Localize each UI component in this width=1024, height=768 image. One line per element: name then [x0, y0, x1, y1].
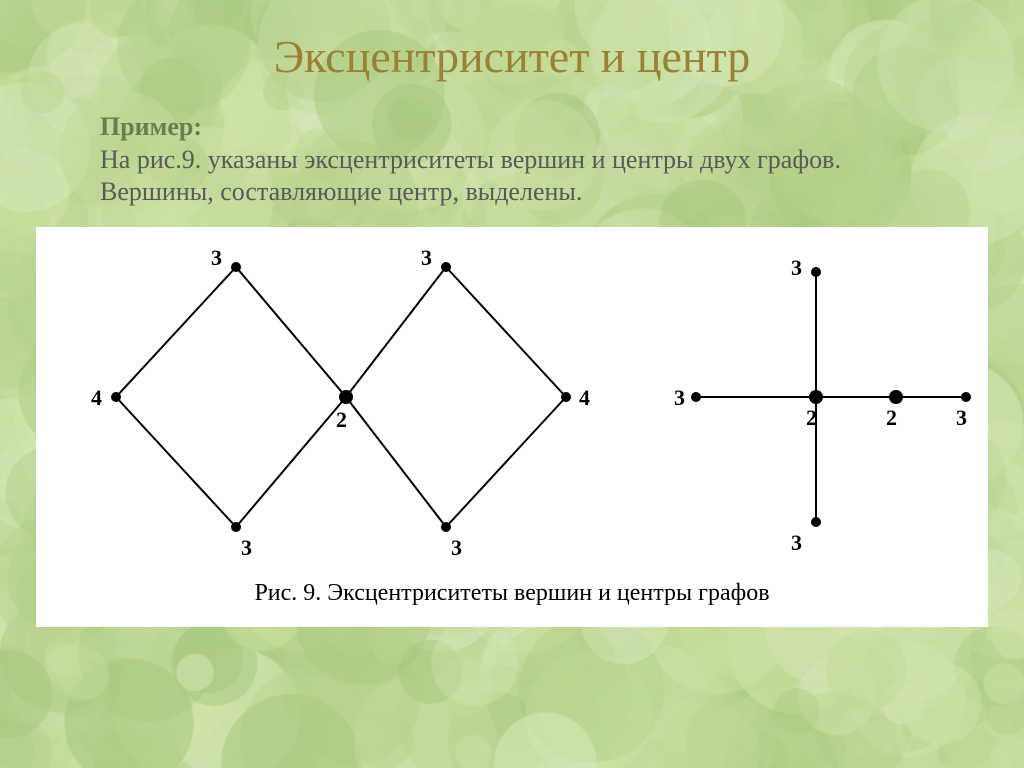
- graph-node-center: [809, 390, 823, 404]
- graphs-svg: 3 3 4 2 4 3 3 3 3 2 2 3 3: [36, 227, 988, 572]
- graph-node-label: 2: [886, 405, 897, 430]
- figure-panel: 3 3 4 2 4 3 3 3 3 2 2 3 3 Рис. 9. Эксцентриситеты ве…: [36, 227, 988, 627]
- graph-edge: [116, 267, 236, 397]
- figure-caption: Рис. 9. Эксцентриситеты вершин и центры …: [36, 580, 988, 607]
- graph-node: [691, 392, 701, 402]
- graph-edge: [446, 267, 566, 397]
- graph-node-label: 3: [211, 245, 222, 270]
- graph-node: [811, 267, 821, 277]
- graph-edge: [346, 267, 446, 397]
- graph-node-label: 3: [791, 255, 802, 280]
- graph-node-label: 3: [241, 535, 252, 560]
- graph-node: [231, 262, 241, 272]
- graph-edge: [446, 397, 566, 527]
- body-text: На рис.9. указаны эксцентриситеты вершин…: [100, 145, 841, 207]
- graph-node: [561, 392, 571, 402]
- example-label: Пример:: [100, 112, 202, 141]
- graph-node-label: 3: [791, 530, 802, 555]
- slide-title: Эксцентриситет и центр: [0, 0, 1024, 83]
- graph-node-label: 2: [336, 407, 347, 432]
- graph-node: [811, 517, 821, 527]
- body-text-block: Пример: На рис.9. указаны эксцентриситет…: [0, 83, 1024, 209]
- graph-node-label: 3: [421, 245, 432, 270]
- graph-node-label: 3: [956, 405, 967, 430]
- graph-node-label: 3: [674, 385, 685, 410]
- graph-node: [231, 522, 241, 532]
- graph-node: [441, 262, 451, 272]
- graph-edge: [116, 397, 236, 527]
- graph-node: [441, 522, 451, 532]
- graph-node-label: 4: [91, 385, 102, 410]
- graph-edge: [236, 267, 346, 397]
- graph-node-center: [339, 390, 353, 404]
- graph-node: [111, 392, 121, 402]
- graph-edge: [346, 397, 446, 527]
- graph-node-center: [889, 390, 903, 404]
- slide-content: Эксцентриситет и центр Пример: На рис.9.…: [0, 0, 1024, 768]
- graph-node: [961, 392, 971, 402]
- graph-node-label: 2: [806, 405, 817, 430]
- graph-edge: [236, 397, 346, 527]
- graph-node-label: 4: [579, 385, 590, 410]
- graph-node-label: 3: [451, 535, 462, 560]
